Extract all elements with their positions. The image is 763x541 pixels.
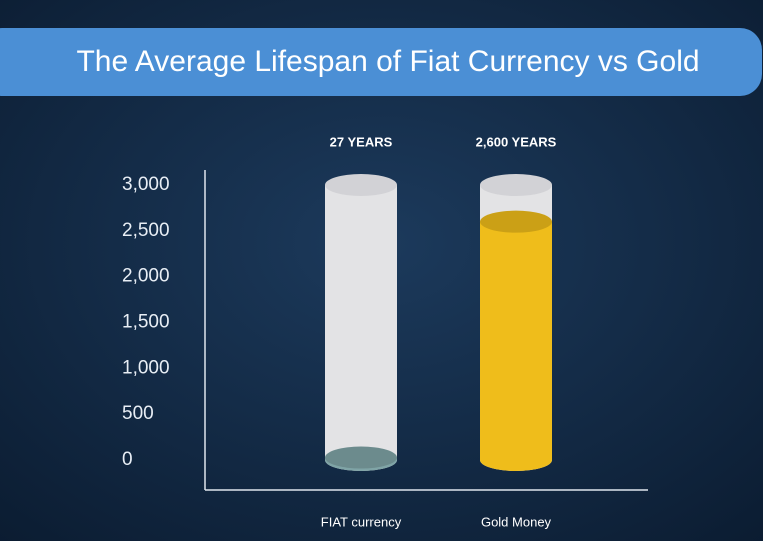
bar-top xyxy=(325,446,397,469)
bar-top xyxy=(480,210,552,233)
y-tick-label: 1,500 xyxy=(122,312,170,333)
bar-top-shade xyxy=(325,446,397,469)
tube-top xyxy=(325,174,397,196)
y-tick-label: 3,000 xyxy=(122,174,170,195)
chart-title: The Average Lifespan of Fiat Currency vs… xyxy=(76,45,699,78)
y-tick-label: 0 xyxy=(122,449,133,470)
value-label: 2,600 YEARS xyxy=(476,134,557,149)
bar xyxy=(480,221,552,460)
bar-top-shade xyxy=(480,210,552,233)
tube-top xyxy=(480,174,552,196)
tube xyxy=(325,185,397,460)
x-tick-label: Gold Money xyxy=(481,514,552,529)
x-tick-label: FIAT currency xyxy=(321,514,402,529)
y-tick-label: 2,500 xyxy=(122,220,170,241)
y-tick-label: 1,000 xyxy=(122,357,170,378)
y-tick-label: 2,000 xyxy=(122,266,170,287)
y-tick-label: 500 xyxy=(122,403,154,424)
value-label: 27 YEARS xyxy=(330,134,393,149)
title-banner xyxy=(0,28,762,96)
